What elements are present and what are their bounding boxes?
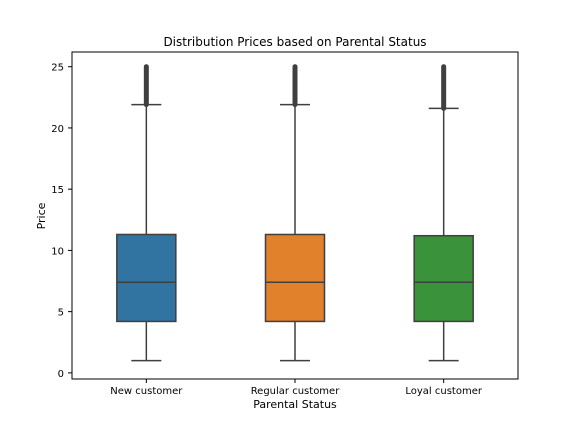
x-axis: New customer Regular customer Loyal custom…: [110, 379, 483, 397]
y-tick-label: 25: [51, 63, 64, 74]
plot-frame: [71, 51, 519, 380]
y-tick-label: 15: [51, 185, 64, 196]
x-axis-label: Parental Status: [253, 398, 337, 411]
x-tick-label: New customer: [110, 386, 183, 397]
x-tick-label: Loyal customer: [405, 386, 482, 397]
y-tick-label: 20: [51, 124, 64, 135]
box-body: [116, 233, 177, 323]
plot-area: [116, 64, 474, 362]
y-tick-label: 10: [51, 246, 64, 257]
y-axis: 0 5 10 15 20 25: [51, 63, 72, 380]
y-tick-label: 0: [58, 369, 64, 380]
y-tick-label: 5: [58, 308, 64, 319]
chart-title: Distribution Prices based on Parental St…: [163, 35, 426, 49]
box-body: [413, 234, 474, 323]
x-tick-label: Regular customer: [251, 386, 341, 397]
box-body: [264, 233, 326, 323]
y-axis-label: Price: [35, 202, 48, 229]
